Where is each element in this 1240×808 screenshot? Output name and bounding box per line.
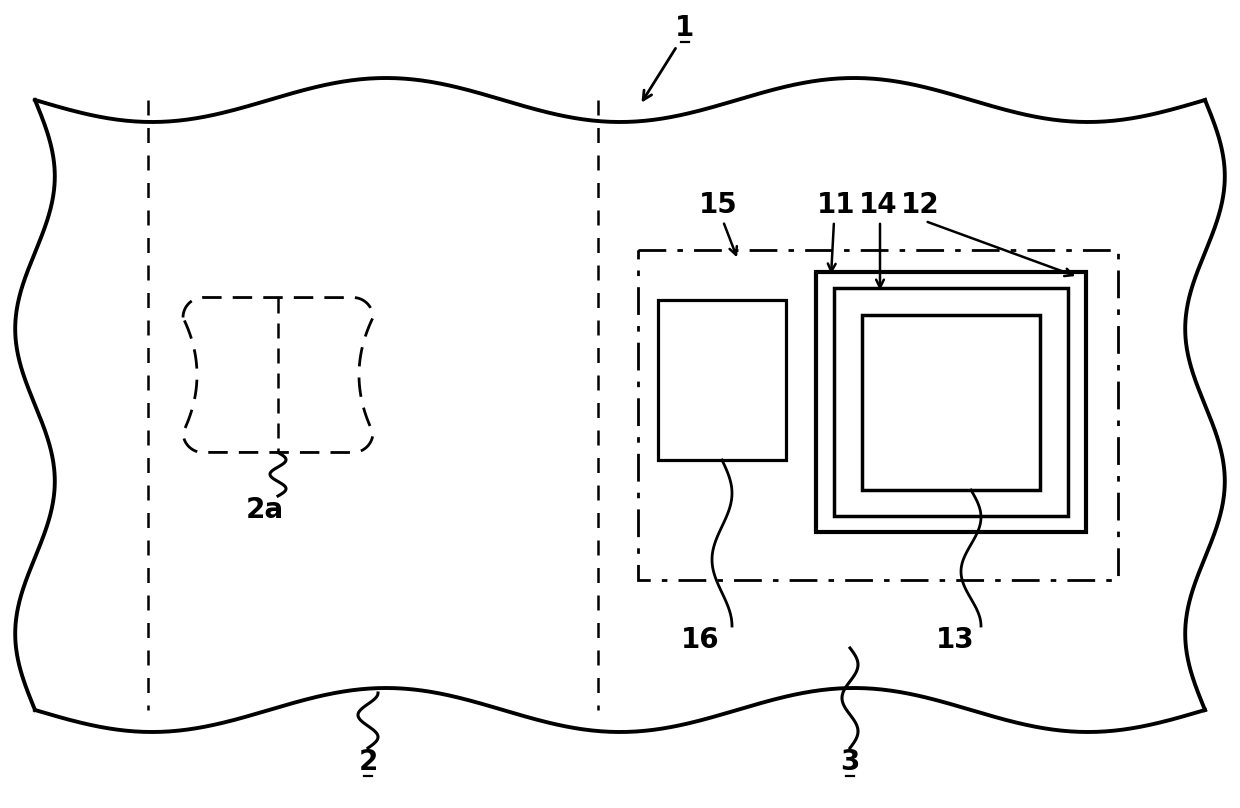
Bar [639,250,1118,580]
Bar [835,288,1068,516]
Text: 3: 3 [841,748,859,776]
Text: 14: 14 [858,191,898,219]
Bar [816,272,1086,532]
Text: 15: 15 [698,191,738,219]
Text: 12: 12 [900,191,940,219]
Text: 2: 2 [358,748,378,776]
Bar [658,300,786,460]
Text: 13: 13 [936,626,975,654]
Bar [862,315,1040,490]
Text: 2a: 2a [246,496,284,524]
Text: 11: 11 [817,191,856,219]
Text: 16: 16 [681,626,719,654]
Text: 1: 1 [676,14,694,42]
